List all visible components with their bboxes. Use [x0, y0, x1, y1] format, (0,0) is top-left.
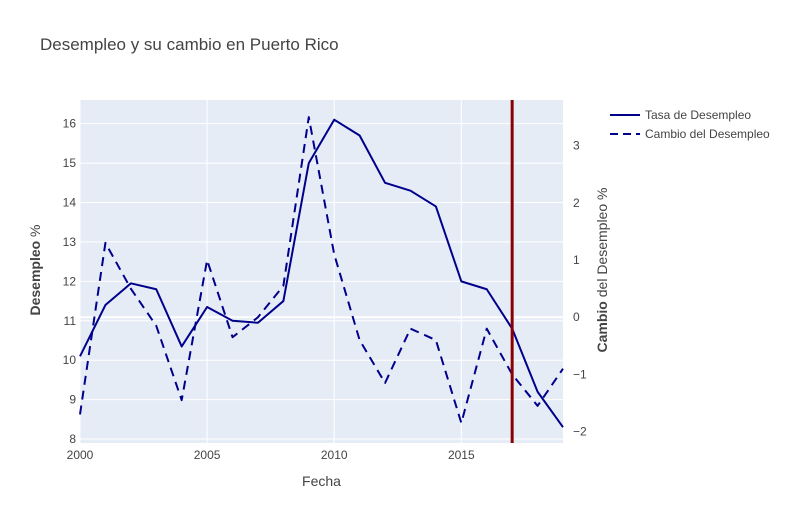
y2-tick-label: 1: [573, 253, 580, 267]
y2-axis-title-rest: del Desempleo %: [594, 188, 610, 302]
x-tick-label: 2005: [194, 448, 221, 462]
series-line-cambio-del-desempleo: [79, 116, 564, 424]
y2-tick-label: −1: [573, 367, 587, 381]
y2-axis-title: Cambio del Desempleo %: [594, 188, 610, 353]
x-axis-title: Fecha: [302, 473, 341, 489]
chart-title: Desempleo y su cambio en Puerto Rico: [40, 35, 339, 54]
y-tick-label: 13: [63, 235, 77, 249]
y-tick-label: 15: [63, 156, 77, 170]
y2-tick-label: −2: [573, 425, 587, 439]
y-tick-label: 16: [63, 117, 77, 131]
y-axis-title-bold: Desempleo: [27, 241, 43, 316]
y-tick-label: 11: [64, 314, 77, 328]
y2-axis-title-bold: Cambio: [594, 301, 610, 352]
y-tick-label: 8: [69, 432, 76, 446]
y-tick-label: 14: [63, 196, 77, 210]
x-tick-label: 2015: [448, 448, 475, 462]
series-line-tasa-de-desempleo: [79, 118, 564, 428]
x-tick-label: 2010: [321, 448, 348, 462]
legend-item-tasa[interactable]: Tasa de Desempleo: [610, 108, 751, 122]
y-axis-title: Desempleo %: [27, 224, 43, 315]
y-tick-label: 9: [69, 393, 76, 407]
x-tick-label: 2000: [67, 448, 94, 462]
y2-tick-label: 2: [573, 196, 580, 210]
y-tick-label: 12: [63, 274, 77, 288]
legend-item-cambio[interactable]: Cambio del Desempleo: [610, 127, 770, 141]
legend[interactable]: Tasa de Desempleo Cambio del Desempleo: [610, 108, 770, 141]
y-tick-label: 10: [63, 353, 77, 367]
y2-tick-label: 3: [573, 139, 580, 153]
legend-label-tasa: Tasa de Desempleo: [645, 108, 751, 122]
y2-tick-label: 0: [573, 310, 580, 324]
plot-background: [80, 100, 563, 443]
y-axis-title-rest: %: [27, 224, 43, 240]
legend-label-cambio: Cambio del Desempleo: [645, 127, 770, 141]
